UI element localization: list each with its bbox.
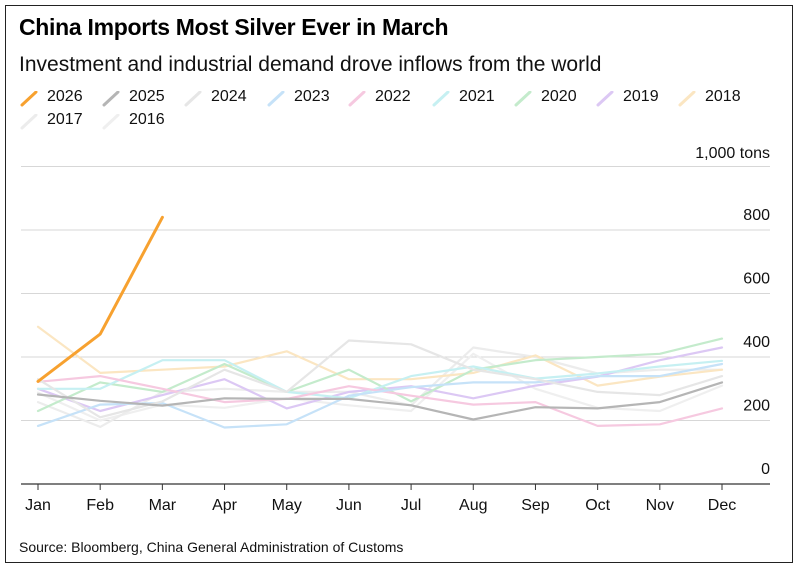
x-tick-label: Dec xyxy=(708,497,736,514)
gridlines xyxy=(21,166,770,485)
legend-label: 2025 xyxy=(129,88,165,105)
y-unit-label: 1,000 tons xyxy=(695,145,770,162)
legend-swatch xyxy=(267,91,285,107)
legend-swatch xyxy=(102,91,120,107)
legend-label: 2016 xyxy=(129,111,165,128)
x-tick-label: Apr xyxy=(212,497,238,514)
x-tick-label: Feb xyxy=(86,497,114,514)
series-lines xyxy=(36,215,724,429)
x-tick-label: Jan xyxy=(25,497,51,514)
legend-label: 2023 xyxy=(294,88,330,105)
legend-label: 2020 xyxy=(541,88,577,105)
series-line-2023 xyxy=(36,362,724,429)
legend-label: 2022 xyxy=(375,88,411,105)
legend-swatch xyxy=(184,91,202,107)
source-note: Source: Bloomberg, China General Adminis… xyxy=(19,539,404,555)
series-line-2019 xyxy=(36,346,724,413)
series-line-2021 xyxy=(36,359,724,400)
x-tick-label: Jun xyxy=(336,497,362,514)
chart-title: China Imports Most Silver Ever in March xyxy=(19,14,449,40)
series-line-2026 xyxy=(36,215,164,383)
legend-swatch xyxy=(102,114,120,130)
x-tick-label: Mar xyxy=(149,497,177,514)
legend-swatch xyxy=(20,114,38,130)
legend-swatch xyxy=(20,91,38,107)
series-line-2025 xyxy=(36,381,724,421)
x-tick-label: Nov xyxy=(646,497,674,514)
legend-label: 2024 xyxy=(211,88,247,105)
x-tick-label: May xyxy=(272,497,302,514)
x-tick-label: Aug xyxy=(459,497,487,514)
series-line-2018 xyxy=(36,325,724,387)
legend-swatch xyxy=(514,91,532,107)
x-tick-label: Oct xyxy=(585,497,610,514)
legend-label: 2026 xyxy=(47,88,83,105)
y-tick-label: 400 xyxy=(743,334,770,351)
x-tick-label: Jul xyxy=(401,497,421,514)
legend-label: 2021 xyxy=(459,88,495,105)
legend-swatch xyxy=(596,91,614,107)
y-axis: 0 200 400 600 800 1,000 tons xyxy=(695,145,770,478)
legend-label: 2019 xyxy=(623,88,659,105)
legend-swatch xyxy=(348,91,366,107)
series-line-2020 xyxy=(36,337,724,413)
chart-subtitle: Investment and industrial demand drove i… xyxy=(19,53,602,76)
legend-label: 2018 xyxy=(705,88,741,105)
chart-frame xyxy=(5,5,793,563)
x-tick-label: Sep xyxy=(521,497,550,514)
legend-swatch xyxy=(432,91,450,107)
y-tick-label: 0 xyxy=(761,461,770,478)
x-axis: Jan Feb Mar Apr May Jun Jul Aug Sep Oct Nov Dec xyxy=(25,484,736,514)
y-tick-label: 600 xyxy=(743,271,770,288)
legend-swatch xyxy=(678,91,696,107)
y-tick-label: 800 xyxy=(743,207,770,224)
y-tick-label: 200 xyxy=(743,398,770,415)
legend-label: 2017 xyxy=(47,111,83,128)
